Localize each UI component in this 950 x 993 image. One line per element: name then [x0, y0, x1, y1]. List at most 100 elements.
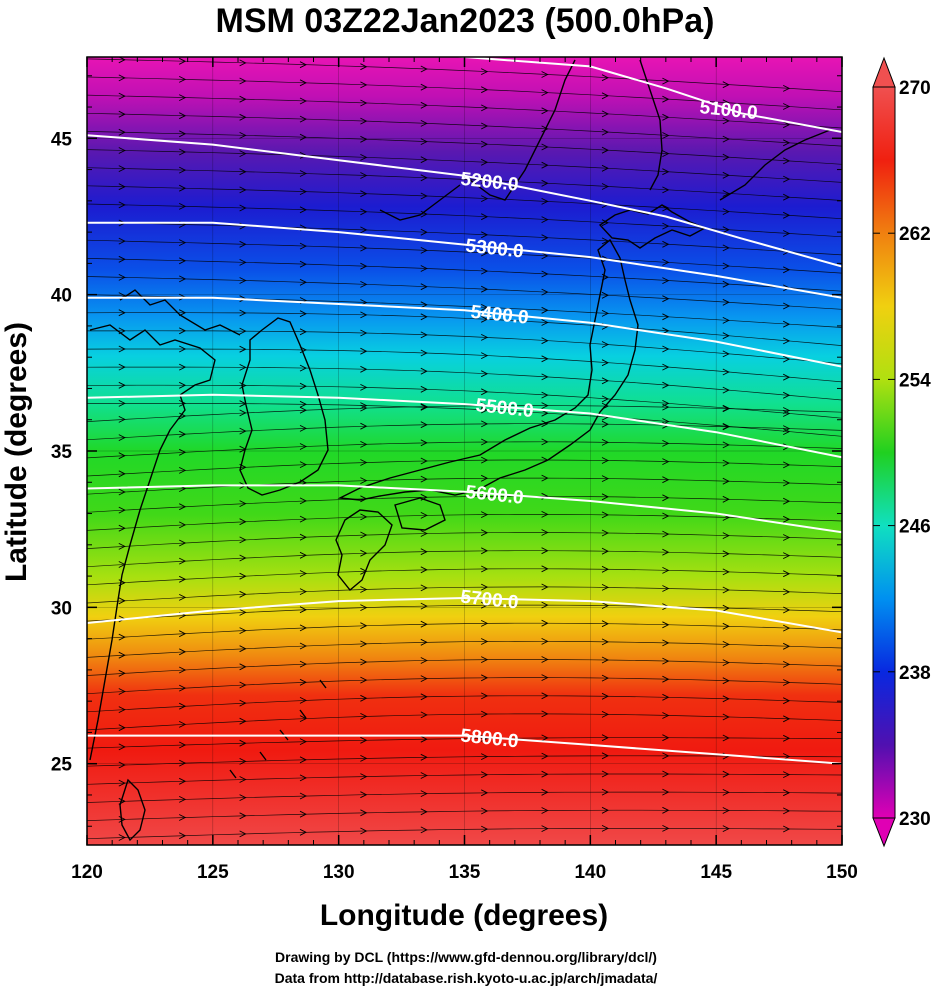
wind-arrow	[360, 754, 368, 762]
wind-arrow	[360, 459, 368, 466]
wind-arrow	[178, 202, 187, 210]
wind-arrow	[299, 400, 308, 408]
wind-arrow	[420, 174, 428, 182]
wind-arrow	[360, 513, 368, 521]
streamline	[87, 167, 842, 201]
wind-arrow	[541, 438, 549, 446]
wind-arrow	[782, 320, 791, 328]
streamline	[87, 312, 842, 346]
wind-arrow	[178, 795, 187, 803]
wind-arrow	[118, 147, 126, 154]
wind-arrow	[360, 262, 368, 270]
wind-arrow	[360, 809, 368, 817]
wind-arrow	[420, 421, 428, 429]
wind-arrow	[118, 363, 126, 371]
wind-arrow	[662, 381, 670, 389]
wind-arrow	[239, 590, 247, 598]
wind-arrow	[722, 99, 730, 107]
wind-arrow	[299, 642, 308, 650]
streamline	[87, 112, 842, 147]
wind-arrow	[360, 422, 368, 430]
wind-arrow	[601, 529, 610, 537]
wind-streamlines	[87, 57, 842, 841]
wind-arrow	[299, 188, 308, 196]
wind-arrow	[662, 345, 670, 353]
wind-arrow	[360, 676, 368, 684]
wind-arrow	[178, 112, 187, 120]
wind-arrow	[662, 494, 670, 502]
wind-arrow	[360, 280, 368, 288]
wind-arrow	[420, 83, 428, 91]
wind-arrow	[420, 138, 428, 146]
wind-arrow	[480, 420, 489, 428]
wind-arrow	[662, 150, 670, 158]
wind-arrow	[601, 656, 610, 664]
wind-arrow	[239, 717, 247, 725]
wind-arrow	[118, 165, 126, 173]
height-contour-line	[87, 596, 842, 634]
wind-arrow	[541, 619, 549, 627]
wind-arrow	[480, 753, 489, 761]
wind-arrow	[480, 140, 489, 148]
wind-arrow	[299, 715, 308, 723]
wind-arrow	[178, 57, 187, 65]
wind-arrow	[118, 74, 126, 82]
wind-arrow	[541, 337, 549, 345]
wind-arrow	[722, 734, 730, 742]
wind-arrow	[239, 95, 247, 103]
wind-arrow	[722, 825, 730, 833]
wind-arrow	[480, 565, 489, 573]
wind-arrow	[239, 427, 247, 435]
wind-arrow	[541, 583, 549, 591]
wind-arrow	[118, 381, 126, 389]
wind-arrow	[541, 601, 549, 609]
wind-arrow	[541, 656, 549, 663]
wind-arrow	[480, 789, 489, 797]
wind-arrow	[722, 153, 730, 161]
wind-arrow	[360, 347, 368, 355]
wind-arrow	[360, 640, 368, 648]
x-tick-label: 120	[71, 862, 103, 883]
wind-arrow	[662, 585, 670, 592]
wind-arrow	[480, 547, 489, 555]
wind-arrow	[178, 345, 187, 353]
wind-arrow	[722, 316, 730, 324]
wind-arrow	[480, 315, 489, 323]
wind-arrow	[541, 788, 549, 796]
wind-arrow	[541, 355, 549, 363]
wind-arrow	[541, 474, 549, 482]
streamline	[87, 791, 842, 803]
wind-arrow	[360, 827, 368, 835]
streamline	[87, 330, 842, 365]
wind-arrow	[722, 244, 730, 252]
height-contour-line	[87, 221, 842, 299]
wind-arrow	[178, 257, 187, 265]
wind-arrow	[178, 430, 187, 438]
wind-arrow	[662, 476, 670, 484]
wind-arrow	[118, 415, 126, 423]
wind-arrow	[178, 630, 187, 638]
streamline	[87, 477, 842, 495]
wind-arrow	[118, 110, 126, 118]
wind-arrow	[420, 228, 428, 236]
wind-arrow	[480, 601, 489, 609]
wind-arrow	[420, 156, 428, 164]
wind-arrow	[662, 258, 670, 266]
wind-arrow	[360, 567, 368, 575]
wind-arrow	[782, 660, 791, 668]
wind-arrow	[178, 832, 187, 840]
wind-arrow	[360, 99, 368, 107]
wind-arrow	[118, 399, 126, 407]
wind-arrow	[360, 773, 368, 781]
wind-arrow	[480, 104, 489, 112]
wind-arrow	[239, 554, 247, 562]
wind-arrow	[420, 790, 428, 798]
wind-arrow	[541, 674, 549, 682]
wind-arrow	[118, 706, 126, 714]
wind-arrow	[239, 204, 247, 212]
wind-arrow	[601, 438, 610, 446]
wind-arrow	[360, 549, 368, 557]
wind-arrow	[420, 385, 428, 393]
wind-arrow	[782, 211, 791, 219]
wind-arrow	[118, 597, 126, 605]
